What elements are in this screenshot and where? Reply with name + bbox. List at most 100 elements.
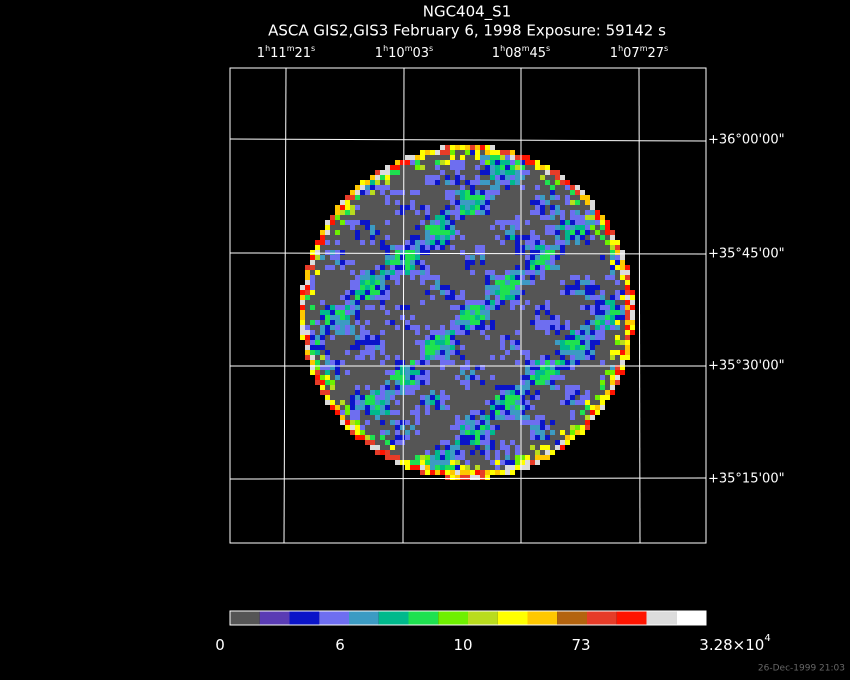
pixel bbox=[300, 295, 305, 300]
pixel bbox=[590, 415, 595, 420]
pixel bbox=[470, 205, 475, 210]
pixel bbox=[465, 230, 470, 235]
pixel bbox=[380, 370, 385, 375]
pixel bbox=[340, 250, 345, 255]
pixel bbox=[390, 415, 395, 420]
pixel bbox=[515, 180, 520, 185]
pixel bbox=[410, 155, 415, 160]
pixel bbox=[350, 310, 355, 315]
pixel bbox=[630, 300, 635, 305]
pixel bbox=[455, 410, 460, 415]
pixel bbox=[440, 155, 445, 160]
pixel bbox=[340, 355, 345, 360]
pixel bbox=[500, 375, 505, 380]
pixel bbox=[440, 235, 445, 240]
pixel bbox=[315, 340, 320, 345]
pixel bbox=[565, 415, 570, 420]
pixel bbox=[455, 190, 460, 195]
pixel bbox=[350, 340, 355, 345]
pixel bbox=[505, 325, 510, 330]
pixel bbox=[340, 265, 345, 270]
pixel bbox=[410, 320, 415, 325]
pixel bbox=[475, 375, 480, 380]
pixel bbox=[480, 405, 485, 410]
ra-unit: s bbox=[429, 44, 433, 53]
pixel bbox=[335, 350, 340, 355]
pixel bbox=[490, 280, 495, 285]
pixel bbox=[395, 350, 400, 355]
pixel bbox=[525, 240, 530, 245]
pixel bbox=[405, 330, 410, 335]
pixel bbox=[510, 385, 515, 390]
pixel bbox=[370, 260, 375, 265]
pixel bbox=[455, 385, 460, 390]
pixel bbox=[465, 335, 470, 340]
pixel bbox=[460, 350, 465, 355]
pixel bbox=[505, 220, 510, 225]
pixel bbox=[515, 275, 520, 280]
pixel bbox=[570, 250, 575, 255]
pixel bbox=[465, 470, 470, 475]
pixel bbox=[480, 280, 485, 285]
pixel bbox=[370, 285, 375, 290]
pixel bbox=[515, 345, 520, 350]
pixel bbox=[415, 315, 420, 320]
pixel bbox=[435, 180, 440, 185]
pixel bbox=[570, 385, 575, 390]
pixel bbox=[490, 440, 495, 445]
pixel bbox=[435, 200, 440, 205]
pixel bbox=[480, 180, 485, 185]
pixel bbox=[450, 315, 455, 320]
pixel bbox=[345, 210, 350, 215]
pixel bbox=[495, 185, 500, 190]
pixel bbox=[520, 350, 525, 355]
pixel bbox=[580, 330, 585, 335]
pixel bbox=[425, 255, 430, 260]
pixel bbox=[420, 325, 425, 330]
pixel bbox=[300, 335, 305, 340]
pixel bbox=[390, 190, 395, 195]
pixel bbox=[385, 305, 390, 310]
pixel bbox=[430, 455, 435, 460]
pixel bbox=[560, 430, 565, 435]
pixel bbox=[585, 370, 590, 375]
pixel bbox=[395, 235, 400, 240]
pixel bbox=[465, 180, 470, 185]
pixel bbox=[580, 260, 585, 265]
pixel bbox=[530, 325, 535, 330]
pixel bbox=[465, 445, 470, 450]
ra-value: 03 bbox=[412, 46, 429, 61]
pixel bbox=[530, 340, 535, 345]
pixel bbox=[430, 220, 435, 225]
pixel bbox=[560, 365, 565, 370]
pixel bbox=[490, 445, 495, 450]
pixel bbox=[415, 310, 420, 315]
pixel bbox=[385, 210, 390, 215]
pixel bbox=[340, 235, 345, 240]
pixel bbox=[430, 175, 435, 180]
pixel bbox=[555, 330, 560, 335]
pixel bbox=[495, 295, 500, 300]
pixel bbox=[455, 380, 460, 385]
pixel bbox=[530, 270, 535, 275]
pixel bbox=[515, 185, 520, 190]
pixel bbox=[360, 235, 365, 240]
pixel bbox=[425, 310, 430, 315]
pixel bbox=[360, 380, 365, 385]
pixel bbox=[490, 415, 495, 420]
pixel bbox=[485, 195, 490, 200]
pixel bbox=[610, 350, 615, 355]
pixel bbox=[545, 325, 550, 330]
pixel bbox=[350, 370, 355, 375]
pixel bbox=[395, 275, 400, 280]
pixel bbox=[310, 365, 315, 370]
pixel bbox=[390, 200, 395, 205]
pixel bbox=[405, 155, 410, 160]
pixel bbox=[425, 160, 430, 165]
pixel bbox=[480, 345, 485, 350]
pixel bbox=[430, 160, 435, 165]
pixel bbox=[485, 280, 490, 285]
pixel bbox=[445, 205, 450, 210]
pixel bbox=[420, 375, 425, 380]
pixel bbox=[535, 440, 540, 445]
